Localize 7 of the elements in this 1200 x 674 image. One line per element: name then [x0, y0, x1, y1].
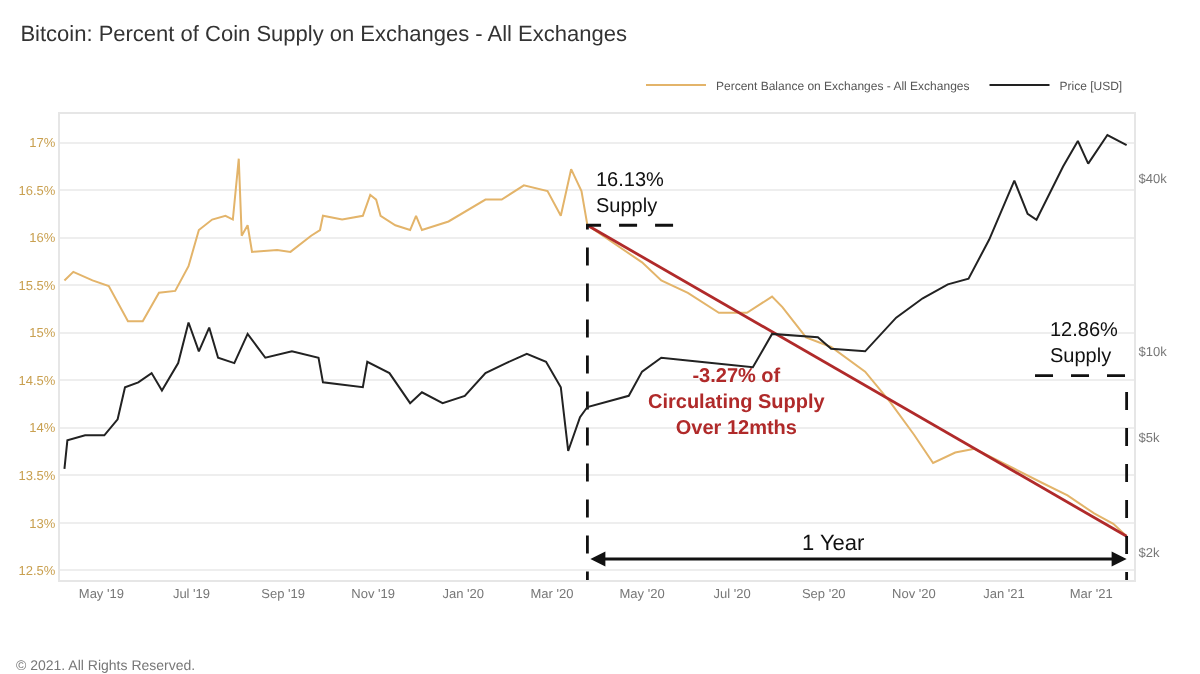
annotation: 12.86% Supply	[1050, 320, 1119, 368]
line-series	[63, 157, 1128, 538]
chart-title: Bitcoin: Percent of Coin Supply on Exchanges - All Exchanges	[20, 23, 628, 48]
annotation: 1 Year	[802, 532, 866, 556]
annotation: -3.27% of Circulating Supply Over 12mths	[648, 366, 826, 440]
line-series	[63, 134, 1128, 470]
annotation: 16.13% Supply	[596, 170, 665, 218]
